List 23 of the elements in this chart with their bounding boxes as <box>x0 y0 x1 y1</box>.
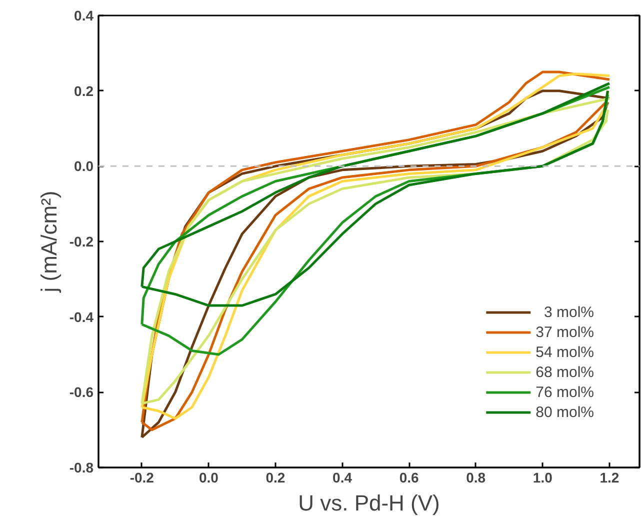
x-tick-label: 1.2 <box>600 470 620 486</box>
x-tick-label: 1.0 <box>532 470 553 486</box>
x-tick-label: 0.0 <box>198 470 219 486</box>
legend-label: 68 mol% <box>536 364 594 380</box>
y-tick-label: -0.2 <box>69 234 94 250</box>
x-tick-label: 0.8 <box>466 470 486 486</box>
legend-label: 76 mol% <box>536 384 594 400</box>
y-tick-label: 0.4 <box>74 8 94 24</box>
y-tick-label: -0.6 <box>69 384 94 400</box>
x-axis-title: U vs. Pd-H (V) <box>298 490 440 516</box>
legend-label: 3 mol% <box>542 304 594 320</box>
y-tick-label: -0.8 <box>69 460 94 476</box>
legend-label: 37 mol% <box>536 324 594 340</box>
legend-label: 54 mol% <box>536 344 594 360</box>
x-tick-label: -0.2 <box>130 470 154 486</box>
y-tick-label: -0.4 <box>69 308 94 325</box>
legend-label: 80 mol% <box>536 404 594 420</box>
y-tick-label: 0.0 <box>74 158 94 174</box>
x-tick-label: 0.6 <box>399 470 420 486</box>
y-axis-title: j (mA/cm²) <box>36 190 62 294</box>
y-tick-label: 0.2 <box>74 82 94 99</box>
x-tick-label: 0.4 <box>332 470 352 486</box>
x-tick-label: 0.2 <box>266 470 286 486</box>
